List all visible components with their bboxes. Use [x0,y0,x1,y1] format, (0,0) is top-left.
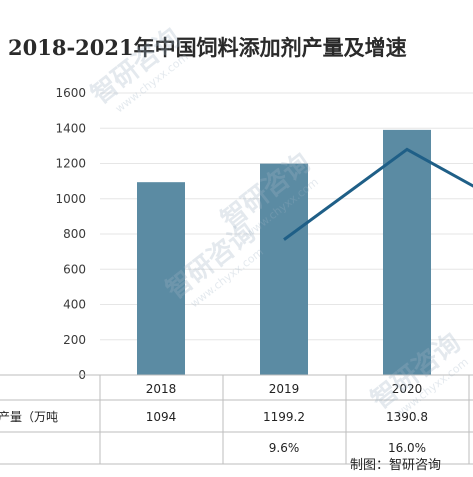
bar-value-label: 1094 [146,410,177,424]
chart-title: 2018-2021年中国饲料添加剂产量及增速 [0,0,473,90]
x-category-label: 2020 [392,382,423,396]
data-table: 2018 2019 2020 产量（万吨 1094 1199.2 1390.8 9.6% 16.… [0,374,473,465]
y-tick-label: 1000 [55,192,86,206]
chart-title-text: 2018-2021年中国饲料添加剂产量及增速 [8,35,407,60]
bar [260,163,308,375]
source-label: 制图：智研咨询 [350,458,441,473]
bar-value-label: 1199.2 [263,410,305,424]
growth-line [283,147,473,241]
series-name-label: 产量（万吨 [0,410,58,424]
bar [137,182,185,375]
bars [137,129,431,375]
growth-value-label: 9.6% [269,441,300,455]
growth-series-line [283,147,473,241]
y-tick-label: 1600 [55,86,86,100]
x-category-label: 2018 [146,382,177,396]
x-category-label: 2019 [269,382,300,396]
y-tick-label: 600 [63,262,86,276]
bar [383,129,431,375]
y-tick-label: 800 [63,227,86,241]
bar-value-label: 1390.8 [386,410,428,424]
y-tick-label: 400 [63,298,86,312]
y-tick-label: 1400 [55,121,86,135]
y-tick-label: 200 [63,333,86,347]
growth-value-label: 16.0% [388,441,426,455]
y-tick-label: 1200 [55,157,86,171]
